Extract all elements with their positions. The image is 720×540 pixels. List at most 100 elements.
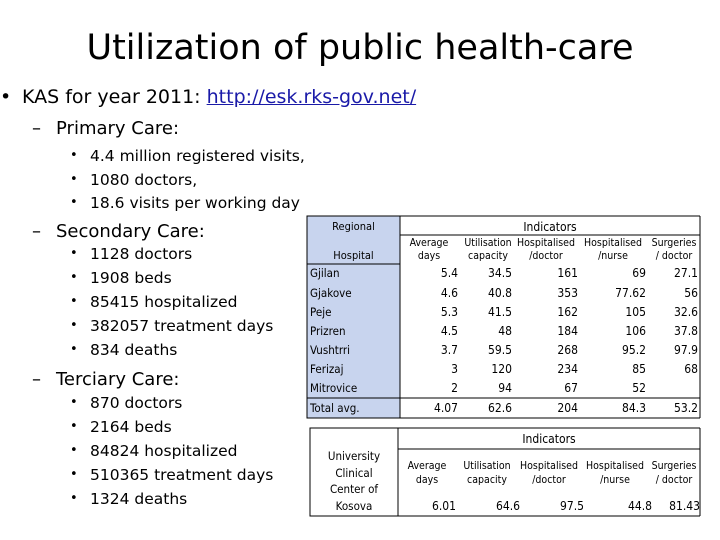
bullet-dot-icon: •: [70, 395, 78, 410]
bullet-dot-icon: •: [70, 294, 78, 309]
dash-icon: –: [32, 118, 41, 139]
table-cell: 32.6: [673, 305, 698, 319]
terciary-item: • 1324 deaths: [70, 490, 187, 508]
table-cell: 41.5: [487, 305, 512, 319]
column-header: / doctor: [655, 250, 693, 262]
table-cell: 84.3: [621, 401, 646, 415]
bullet-dot-icon: •: [70, 270, 78, 285]
corner-label-hospital: Hospital: [333, 249, 374, 262]
column-header: Average: [407, 460, 447, 472]
column-header: capacity: [467, 474, 507, 486]
column-header: /nurse: [598, 250, 628, 262]
dash-icon: –: [32, 369, 41, 390]
corner-label-regional: Regional: [332, 220, 375, 233]
table-cell: 184: [557, 324, 578, 338]
table-cell: 95.2: [621, 343, 646, 357]
column-header: days: [415, 474, 439, 486]
column-header: Hospitalised: [517, 237, 575, 249]
terciary-heading-text: Terciary Care:: [56, 369, 180, 390]
column-header: Surgeries: [651, 460, 697, 472]
table-cell: 234: [557, 362, 578, 376]
table-cell: 4.6: [440, 286, 458, 300]
bullet-dot-icon: •: [70, 419, 78, 434]
secondary-item: • 1908 beds: [70, 269, 172, 287]
table-cell: 48: [498, 324, 512, 338]
terciary-item-text: 870 doctors: [90, 394, 183, 412]
table-cell: 59.5: [487, 343, 512, 357]
table-cell: 53.2: [673, 401, 698, 415]
secondary-item-text: 1908 beds: [90, 269, 172, 287]
column-header: / doctor: [655, 474, 693, 486]
ucc-name-line: Kosova: [335, 498, 373, 513]
column-header: Hospitalised: [584, 237, 642, 249]
secondary-item-text: 85415 hospitalized: [90, 293, 238, 311]
primary-item-text: 4.4 million registered visits,: [90, 147, 305, 165]
row-label: Mitrovice: [310, 381, 358, 395]
table-cell: 161: [557, 266, 578, 280]
indicators-header: Indicators: [523, 220, 577, 234]
row-label: Total avg.: [310, 401, 360, 415]
bullet-dot-icon: •: [70, 195, 78, 210]
table-cell: 77.62: [615, 286, 646, 300]
table-cell: 3: [451, 362, 458, 376]
table-cell: 105: [625, 305, 646, 319]
bullet-dot-icon: •: [0, 86, 12, 108]
primary-heading: – Primary Care:: [32, 118, 180, 139]
bullet-dot-icon: •: [70, 148, 78, 163]
bullet-dot-icon: •: [70, 443, 78, 458]
table-cell: 37.8: [673, 324, 698, 338]
table-cell: 94: [498, 381, 512, 395]
secondary-item: • 85415 hospitalized: [70, 293, 238, 311]
primary-heading-text: Primary Care:: [56, 118, 180, 139]
secondary-item-text: 1128 doctors: [90, 245, 193, 263]
bullet-dot-icon: •: [70, 318, 78, 333]
ucc-name-line: Clinical: [335, 465, 373, 480]
bullet-dot-icon: •: [70, 491, 78, 506]
table-cell: 85: [632, 362, 646, 376]
row-label: Ferizaj: [310, 362, 344, 376]
table-cell: 162: [557, 305, 578, 319]
row-label: Gjakove: [310, 286, 352, 300]
table-cell: 52: [632, 381, 646, 395]
row-label: Peje: [310, 305, 332, 319]
table-cell: 62.6: [487, 401, 512, 415]
table-cell: 353: [557, 286, 578, 300]
terciary-item-text: 84824 hospitalized: [90, 442, 238, 460]
table-cell: 67: [564, 381, 578, 395]
table-cell: 64.6: [495, 499, 520, 513]
table-cell: 2: [451, 381, 458, 395]
column-header: Hospitalised: [586, 460, 644, 472]
column-header: /doctor: [529, 250, 563, 262]
row-label: Prizren: [310, 324, 346, 338]
table-cell: 69: [632, 266, 646, 280]
table-cell: 204: [557, 401, 578, 415]
table-cell: 97.9: [673, 343, 698, 357]
primary-item: • 18.6 visits per working day: [70, 194, 300, 212]
terciary-item-text: 510365 treatment days: [90, 466, 274, 484]
primary-item-text: 18.6 visits per working day: [90, 194, 300, 212]
kas-line: • KAS for year 2011: http://esk.rks-gov.…: [0, 86, 417, 108]
row-label: Vushtrri: [310, 343, 351, 357]
dash-icon: –: [32, 221, 41, 242]
kas-link[interactable]: http://esk.rks-gov.net/: [206, 86, 417, 108]
table-cell: 4.07: [433, 401, 458, 415]
table-cell: 6.01: [431, 499, 456, 513]
indicators-header: Indicators: [522, 432, 576, 446]
secondary-item: • 382057 treatment days: [70, 317, 273, 335]
ucc-name-line: University: [327, 449, 381, 463]
table-cell: 44.8: [627, 499, 652, 513]
terciary-heading: – Terciary Care:: [32, 369, 180, 390]
table-cell: 5.4: [440, 266, 458, 280]
column-header: capacity: [468, 250, 508, 262]
table-cell: 3.7: [440, 343, 458, 357]
primary-item: • 1080 doctors,: [70, 171, 197, 189]
table-cell: 27.1: [673, 266, 698, 280]
terciary-item: • 2164 beds: [70, 418, 172, 436]
kas-prefix: KAS for year 2011:: [22, 86, 207, 108]
secondary-heading-text: Secondary Care:: [56, 221, 205, 242]
table-cell: 120: [491, 362, 512, 376]
table-cell: 106: [625, 324, 646, 338]
column-header: days: [417, 250, 441, 262]
